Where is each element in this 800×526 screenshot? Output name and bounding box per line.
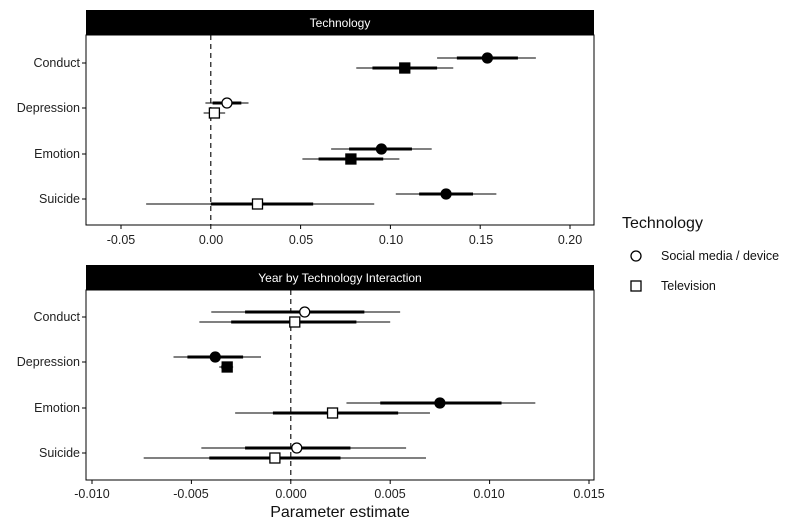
panel-technology-frame	[85, 34, 595, 226]
panel-interaction-xtick-label: 0.000	[275, 487, 306, 501]
legend-key-square	[630, 280, 642, 292]
panel-technology-suicide-social-media-estimate-point	[440, 188, 452, 200]
panel-interaction-xtick-label: -0.010	[74, 487, 109, 501]
panel-technology-emotion-social-media-estimate-point	[375, 143, 388, 155]
panel-technology: Technology Conduct Depression Emotion Su…	[17, 10, 595, 247]
panel-interaction-ylabel-suicide: Suicide	[39, 446, 80, 460]
panel-technology-depression-social-media-estimate-point	[221, 97, 233, 109]
legend-key-circle	[630, 250, 642, 262]
panel-interaction-suicide-television-estimate-point	[269, 452, 281, 464]
legend-label-television: Television	[661, 279, 716, 293]
panel-interaction-xtick-label: -0.005	[173, 487, 208, 501]
panel-interaction-ylabel-conduct: Conduct	[33, 310, 80, 324]
panel-technology-depression-television-estimate-point	[208, 107, 221, 119]
panel-technology-xtick-label: 0.00	[199, 233, 223, 247]
panel-technology-marks	[82, 35, 571, 229]
panel-technology-emotion-television-estimate-point	[345, 153, 357, 165]
panel-interaction-xtick-label: 0.005	[374, 487, 405, 501]
panel-technology-xtick-label: 0.05	[289, 233, 313, 247]
panel-technology-ylabel-emotion: Emotion	[34, 147, 80, 161]
panel-interaction-emotion-social-media-estimate-point	[434, 397, 446, 409]
panel-interaction-depression-social-media-estimate-point	[209, 351, 221, 363]
panel-interaction-ylabel-depression: Depression	[17, 355, 80, 369]
panel-technology-xtick-label: 0.15	[469, 233, 493, 247]
panel-technology-ylabel-conduct: Conduct	[33, 56, 80, 70]
panel-interaction-conduct-television-estimate-point	[289, 316, 301, 328]
panel-technology-conduct-television-estimate-point	[399, 62, 411, 74]
x-axis-title: Parameter estimate	[270, 504, 410, 521]
panel-interaction-title: Year by Technology Interaction	[258, 271, 421, 285]
panel-interaction-conduct-social-media-estimate-point	[299, 306, 311, 318]
legend-title: Technology	[622, 215, 703, 232]
panel-interaction: Year by Technology Interaction Conduct D…	[17, 265, 605, 501]
panel-interaction-frame	[85, 289, 595, 481]
panel-technology-strip	[86, 10, 594, 35]
panel-technology-xtick-label: -0.05	[107, 233, 136, 247]
panel-interaction-marks	[82, 290, 590, 484]
panel-interaction-ylabel-emotion: Emotion	[34, 401, 80, 415]
panel-interaction-xtick-label: 0.015	[573, 487, 604, 501]
panel-interaction-strip	[86, 265, 594, 290]
panel-interaction-emotion-television-estimate-point	[326, 407, 339, 419]
panel-interaction-xtick-label: 0.010	[473, 487, 504, 501]
panel-technology-xtick-label: 0.10	[379, 233, 403, 247]
panel-technology-xtick-label: 0.20	[558, 233, 582, 247]
legend: Technology Social media / device Televis…	[622, 215, 779, 293]
panel-technology-suicide-television-estimate-point	[251, 198, 264, 210]
panel-interaction-suicide-social-media-estimate-point	[291, 442, 303, 454]
panel-technology-ylabel-depression: Depression	[17, 101, 80, 115]
panel-technology-ylabel-suicide: Suicide	[39, 192, 80, 206]
panel-technology-title: Technology	[310, 16, 371, 30]
panel-interaction-depression-television-estimate-point	[221, 361, 233, 373]
legend-label-social-media: Social media / device	[661, 249, 779, 263]
panel-technology-conduct-social-media-estimate-point	[481, 52, 494, 64]
